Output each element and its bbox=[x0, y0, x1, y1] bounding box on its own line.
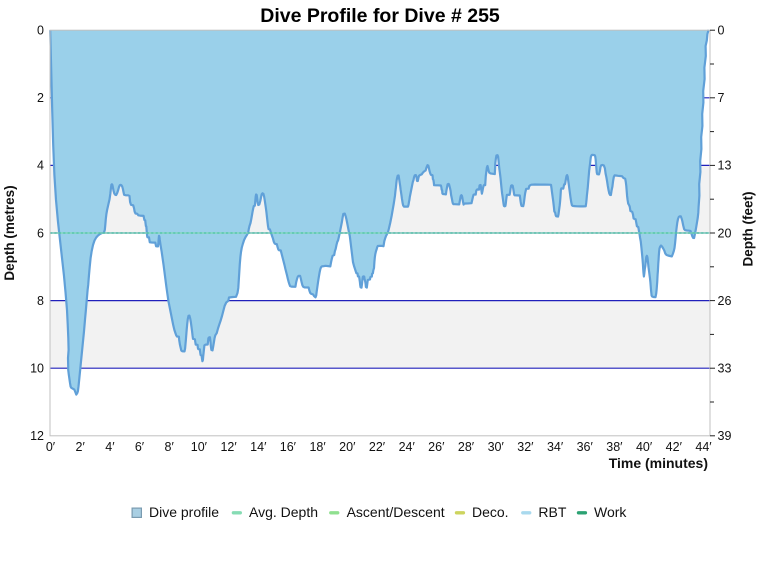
svg-text:6′: 6′ bbox=[135, 440, 145, 454]
svg-text:26′: 26′ bbox=[428, 440, 445, 454]
svg-text:2: 2 bbox=[37, 91, 44, 105]
svg-text:20: 20 bbox=[718, 226, 732, 240]
svg-text:13: 13 bbox=[718, 159, 732, 173]
svg-text:30′: 30′ bbox=[488, 440, 505, 454]
svg-text:Dive Profile for Dive # 255: Dive Profile for Dive # 255 bbox=[260, 5, 500, 27]
svg-text:Avg. Depth: Avg. Depth bbox=[249, 504, 318, 520]
svg-text:0: 0 bbox=[37, 24, 44, 38]
svg-text:Dive profile: Dive profile bbox=[149, 504, 219, 520]
svg-text:Time (minutes): Time (minutes) bbox=[609, 455, 708, 471]
svg-text:Ascent/Descent: Ascent/Descent bbox=[347, 504, 445, 520]
svg-text:12′: 12′ bbox=[220, 440, 237, 454]
svg-text:10: 10 bbox=[30, 362, 44, 376]
svg-text:44′: 44′ bbox=[695, 440, 712, 454]
svg-text:38′: 38′ bbox=[606, 440, 623, 454]
svg-text:22′: 22′ bbox=[369, 440, 386, 454]
svg-text:Work: Work bbox=[594, 504, 627, 520]
svg-text:2′: 2′ bbox=[76, 440, 86, 454]
svg-text:20′: 20′ bbox=[339, 440, 356, 454]
svg-text:36′: 36′ bbox=[577, 440, 594, 454]
svg-text:16′: 16′ bbox=[280, 440, 297, 454]
svg-text:14′: 14′ bbox=[250, 440, 267, 454]
svg-text:32′: 32′ bbox=[517, 440, 534, 454]
svg-text:34′: 34′ bbox=[547, 440, 564, 454]
svg-text:Depth (metres): Depth (metres) bbox=[2, 185, 17, 280]
svg-text:26: 26 bbox=[718, 294, 732, 308]
svg-text:24′: 24′ bbox=[399, 440, 416, 454]
svg-text:40′: 40′ bbox=[636, 440, 653, 454]
svg-text:RBT: RBT bbox=[538, 504, 566, 520]
svg-text:Deco.: Deco. bbox=[472, 504, 509, 520]
svg-text:8: 8 bbox=[37, 294, 44, 308]
svg-text:12: 12 bbox=[30, 429, 44, 443]
svg-text:39: 39 bbox=[718, 429, 732, 443]
svg-text:7: 7 bbox=[718, 91, 725, 105]
svg-text:8′: 8′ bbox=[165, 440, 175, 454]
svg-text:42′: 42′ bbox=[666, 440, 683, 454]
svg-text:4′: 4′ bbox=[105, 440, 115, 454]
svg-text:6: 6 bbox=[37, 226, 44, 240]
svg-text:33: 33 bbox=[718, 362, 732, 376]
svg-text:18′: 18′ bbox=[309, 440, 326, 454]
svg-text:Depth (feet): Depth (feet) bbox=[741, 192, 756, 267]
svg-text:4: 4 bbox=[37, 159, 44, 173]
svg-text:10′: 10′ bbox=[191, 440, 208, 454]
svg-text:0: 0 bbox=[718, 24, 725, 38]
svg-text:0′: 0′ bbox=[46, 440, 56, 454]
svg-text:28′: 28′ bbox=[458, 440, 475, 454]
